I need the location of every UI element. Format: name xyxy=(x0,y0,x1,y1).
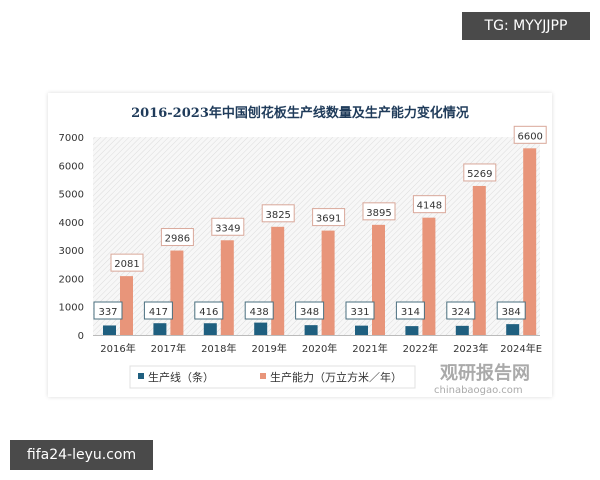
bar-capacity xyxy=(220,240,234,335)
data-label-box-capacity xyxy=(211,217,245,236)
data-label-lines: 314 xyxy=(401,307,420,318)
bar-capacity xyxy=(321,230,335,335)
data-label-box-lines xyxy=(143,301,173,320)
x-tick-label: 2022年 xyxy=(403,342,438,355)
bar-production-lines xyxy=(405,326,419,335)
bar-production-lines xyxy=(506,324,520,335)
y-tick-label: 0 xyxy=(78,331,84,342)
x-tick-label: 2023年 xyxy=(453,342,488,355)
data-label-capacity: 2081 xyxy=(114,259,139,270)
data-label-capacity: 3349 xyxy=(215,223,240,234)
bar-production-lines xyxy=(203,323,217,335)
data-label-box-lines xyxy=(295,301,325,320)
legend-swatch-capacity xyxy=(260,373,266,379)
data-label-box-lines xyxy=(496,301,526,320)
bar-capacity xyxy=(120,276,133,335)
data-label-box-lines xyxy=(395,301,425,320)
data-label-box-capacity xyxy=(160,228,194,247)
x-tick-label: 2020年 xyxy=(302,342,337,355)
bar-production-lines xyxy=(254,322,268,335)
svg-text:chinabaogao.com: chinabaogao.com xyxy=(434,385,523,396)
x-tick-label: 2024年E xyxy=(500,342,542,355)
data-label-lines: 384 xyxy=(502,307,521,318)
data-label-capacity: 6600 xyxy=(517,131,542,142)
data-label-lines: 331 xyxy=(350,307,369,318)
data-label-box-capacity xyxy=(110,253,144,272)
data-label-box-capacity xyxy=(261,204,295,223)
data-label-capacity: 4148 xyxy=(417,201,442,212)
data-label-capacity: 3825 xyxy=(265,210,290,221)
data-label-box-capacity xyxy=(412,195,446,214)
y-tick-label: 1000 xyxy=(59,303,84,314)
y-tick-label: 5000 xyxy=(59,190,84,201)
x-tick-label: 2018年 xyxy=(201,342,236,355)
data-label-box-lines xyxy=(345,301,375,320)
bar-production-lines xyxy=(455,325,469,335)
bar-capacity xyxy=(472,185,486,335)
chart-title: 2016-2023年中国刨花板生产线数量及生产能力变化情况 xyxy=(131,105,469,121)
data-label-box-lines xyxy=(244,301,274,320)
legend-label-lines: 生产线（条） xyxy=(148,370,214,384)
data-label-lines: 324 xyxy=(451,307,470,318)
bar-production-lines xyxy=(304,325,318,335)
bar-production-lines xyxy=(355,325,368,335)
data-label-lines: 417 xyxy=(149,307,168,318)
data-label-capacity: 2986 xyxy=(165,234,190,245)
source-logo: 观研报告网 chinabaogao.com xyxy=(434,362,530,396)
data-label-box-capacity xyxy=(312,208,346,227)
data-label-box-lines xyxy=(93,301,123,320)
y-tick-label: 4000 xyxy=(59,218,84,229)
data-label-capacity: 3691 xyxy=(316,214,341,225)
legend: 生产线（条） 生产能力（万立方米／年） xyxy=(129,365,416,389)
bar-capacity xyxy=(170,250,184,335)
data-label-capacity: 3895 xyxy=(366,208,391,219)
data-label-box-lines xyxy=(194,301,224,320)
bar-capacity xyxy=(372,224,385,335)
bar-capacity xyxy=(271,226,285,335)
data-label-box-capacity xyxy=(362,202,396,221)
data-label-lines: 348 xyxy=(300,307,319,318)
legend-swatch-lines xyxy=(138,373,144,379)
y-tick-label: 3000 xyxy=(59,246,84,257)
bar-production-lines xyxy=(103,325,116,335)
data-label-lines: 438 xyxy=(250,307,269,318)
watermark-bottom: fifa24-leyu.com xyxy=(10,440,153,470)
legend-label-capacity: 生产能力（万立方米／年） xyxy=(270,370,402,384)
data-label-box-lines xyxy=(446,301,476,320)
watermark-top: TG: MYYJJPP xyxy=(462,12,590,40)
x-tick-label: 2016年 xyxy=(100,342,135,355)
x-tick-label: 2021年 xyxy=(352,342,387,355)
bar-capacity xyxy=(523,148,537,335)
data-label-lines: 416 xyxy=(199,307,218,318)
y-tick-label: 2000 xyxy=(59,274,84,285)
y-tick-label: 6000 xyxy=(59,161,84,172)
data-label-box-capacity xyxy=(463,163,497,182)
x-tick-label: 2017年 xyxy=(151,342,186,355)
bar-production-lines xyxy=(153,323,167,335)
data-label-box-capacity xyxy=(513,125,547,144)
data-label-lines: 337 xyxy=(98,307,117,318)
svg-text:观研报告网: 观研报告网 xyxy=(440,362,530,384)
y-tick-label: 7000 xyxy=(59,133,84,144)
x-tick-label: 2019年 xyxy=(251,342,286,355)
bar-capacity xyxy=(422,217,436,335)
data-label-capacity: 5269 xyxy=(467,169,492,180)
